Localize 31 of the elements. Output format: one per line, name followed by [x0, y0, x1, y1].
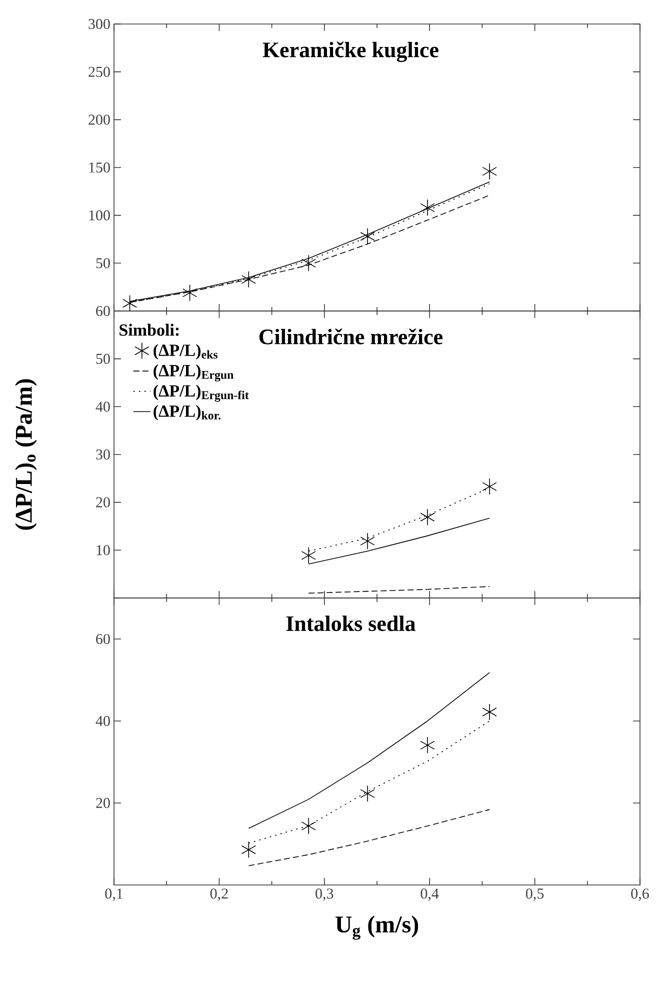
legend-label: (ΔP/L)$_{eks}$ [154, 344, 218, 360]
y-tick-label: 40 [96, 716, 110, 726]
x-tick-label: 0,5 [526, 888, 544, 901]
y-tick-label: 40 [96, 402, 110, 412]
x-axis-title: U$_{g}$ (m/s) [335, 916, 418, 940]
y-tick-label: 20 [96, 497, 110, 508]
x-tick-label: 0,3 [316, 888, 334, 901]
text: Intaloks sedla [286, 616, 416, 632]
y-tick-label: 20 [96, 798, 110, 808]
y-tick-label: 60 [96, 634, 110, 644]
legend-label: (ΔP/L)$_{Ergun-fit}$ [154, 384, 249, 402]
x-tick-label: 0,4 [420, 888, 439, 901]
x-tick-label: 0,1 [105, 888, 122, 901]
legend-label: (ΔP/L)$_{kor.}$ [154, 404, 220, 420]
y-tick-label: 30 [96, 449, 110, 460]
y-tick-label: 60 [96, 306, 110, 316]
text: Keramičke kuglice [262, 42, 438, 62]
y-tick-label: 50 [96, 354, 110, 364]
y-tick-label: 200 [88, 114, 110, 125]
y-tick-label: 50 [96, 258, 110, 268]
y-tick-label: 300 [88, 18, 110, 30]
y-tick-label: 150 [89, 162, 110, 173]
x-tick-label: 0,6 [631, 888, 649, 901]
y-tick-label: 100 [89, 210, 110, 220]
x-tick-label: 0,2 [210, 888, 228, 901]
y-tick-label: 250 [88, 66, 110, 77]
y-axis-title: (ΔP/L)$_{o}$ (Pa/m) [15, 379, 37, 530]
text: Cilindrične mrežice [259, 328, 442, 344]
legend-title: Simboli: [120, 324, 179, 336]
legend-label: (ΔP/L)$_{Ergun}$ [154, 364, 234, 382]
y-tick-label: 10 [96, 545, 110, 556]
